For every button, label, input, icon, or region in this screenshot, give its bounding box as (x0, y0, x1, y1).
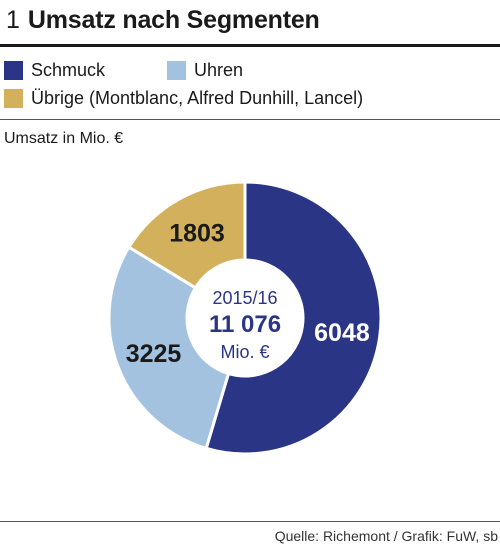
donut-hole (188, 261, 302, 375)
title-rule (0, 44, 500, 47)
center-period: 2015/16 (212, 288, 277, 308)
donut-value-labels: 6048 3225 1803 (126, 220, 370, 369)
legend-label-schmuck: Schmuck (31, 60, 106, 80)
donut-center: 2015/16 11 076 Mio. € (209, 288, 281, 362)
legend: Schmuck Uhren Übrige (Montblanc, Alfred … (4, 56, 363, 112)
value-label-uhren: 3225 (126, 340, 182, 368)
legend-item-uebrige: Übrige (Montblanc, Alfred Dunhill, Lance… (4, 84, 363, 112)
legend-item-uhren: Uhren (167, 56, 243, 84)
source-note: Quelle: Richemont / Grafik: FuW, sb (274, 528, 498, 544)
figure-header: 1 Umsatz nach Segmenten (6, 6, 320, 40)
center-unit: Mio. € (220, 342, 269, 362)
legend-swatch-schmuck (4, 60, 23, 80)
value-label-uebrige: 1803 (169, 220, 225, 248)
unit-label: Umsatz in Mio. € (4, 130, 124, 147)
chart-title: Umsatz nach Segmenten (27, 6, 320, 34)
value-label-schmuck: 6048 (314, 319, 370, 347)
legend-label-uhren: Uhren (194, 60, 244, 80)
legend-item-schmuck: Schmuck (4, 56, 105, 84)
legend-label-uebrige: Übrige (Montblanc, Alfred Dunhill, Lance… (31, 88, 364, 108)
slice-uebrige (126, 180, 247, 290)
legend-row-1: Schmuck Uhren (4, 56, 363, 84)
legend-swatch-uebrige (4, 88, 23, 108)
legend-rule (0, 119, 500, 120)
footer-rule (0, 521, 500, 522)
center-total: 11 076 (209, 311, 281, 338)
slice-uhren (107, 245, 231, 451)
legend-row-2: Übrige (Montblanc, Alfred Dunhill, Lance… (4, 84, 363, 112)
figure-number: 1 (6, 6, 20, 34)
slice-schmuck (204, 180, 383, 456)
donut-svg: 6048 3225 1803 2015/16 11 076 Mio. € (107, 180, 383, 456)
donut-chart: 6048 3225 1803 2015/16 11 076 Mio. € (0, 150, 500, 520)
legend-swatch-uhren (167, 60, 187, 80)
donut-slices (107, 180, 383, 456)
